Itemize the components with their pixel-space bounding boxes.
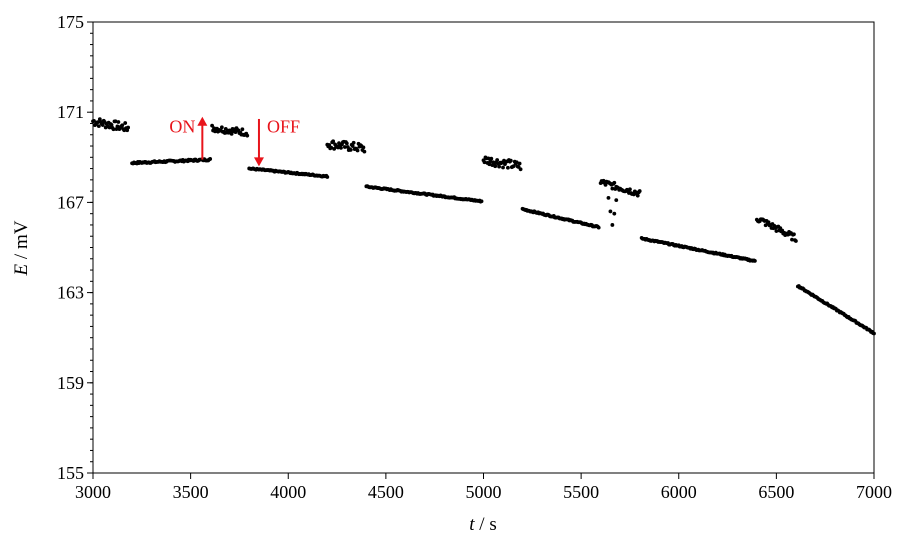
- data-point: [92, 118, 96, 123]
- x-tick-label: 3000: [75, 482, 111, 502]
- data-point: [331, 139, 336, 144]
- data-point: [790, 237, 794, 242]
- x-tick-label: 6000: [661, 482, 697, 502]
- y-tick-label: 167: [57, 192, 84, 212]
- data-point: [479, 199, 484, 204]
- data-points: [91, 117, 876, 336]
- annotation-arrow-head: [197, 116, 208, 126]
- data-point: [495, 158, 500, 162]
- data-point: [245, 133, 250, 138]
- data-point: [107, 125, 112, 130]
- data-point: [506, 165, 510, 170]
- data-point: [610, 186, 615, 191]
- y-tick-label: 163: [57, 283, 84, 303]
- data-point: [612, 180, 617, 185]
- annotation-label-off: OFF: [267, 116, 300, 136]
- data-point: [327, 143, 332, 147]
- data-point: [126, 125, 131, 130]
- data-point: [752, 259, 757, 263]
- y-axis-var: E: [11, 263, 32, 276]
- data-point: [355, 148, 360, 153]
- y-minor-ticks: [90, 21, 93, 474]
- data-point: [229, 131, 234, 136]
- data-point: [497, 164, 502, 169]
- x-tick-label: 4500: [368, 482, 404, 502]
- data-point: [610, 223, 615, 227]
- data-point: [493, 164, 498, 169]
- x-tick-label: 5500: [563, 482, 599, 502]
- data-point: [111, 127, 116, 132]
- data-point: [329, 145, 334, 150]
- data-point: [100, 123, 105, 127]
- data-point: [612, 211, 617, 216]
- data-point: [325, 175, 330, 179]
- data-point: [596, 225, 601, 230]
- data-point: [348, 148, 353, 152]
- data-point: [219, 125, 224, 130]
- data-point: [606, 195, 611, 200]
- data-point: [614, 198, 619, 203]
- data-point: [240, 127, 245, 132]
- annotation-label-on: ON: [169, 116, 195, 136]
- data-point: [872, 331, 876, 336]
- plot-area: [92, 21, 875, 474]
- data-point: [339, 145, 343, 150]
- x-tick-label: 3500: [173, 482, 209, 502]
- y-tick-label: 155: [57, 463, 84, 483]
- y-tick-label: 159: [57, 373, 84, 393]
- data-point: [608, 209, 613, 214]
- data-point: [361, 145, 366, 150]
- x-tick-label: 7000: [856, 482, 892, 502]
- data-point: [501, 165, 505, 170]
- data-point: [115, 124, 120, 129]
- data-point: [489, 156, 494, 161]
- data-point: [350, 144, 355, 148]
- data-point: [344, 141, 349, 146]
- data-point: [518, 167, 523, 172]
- x-axis-var: t: [469, 514, 475, 535]
- data-point: [210, 123, 215, 128]
- data-point: [766, 220, 771, 225]
- annotation-arrow-head: [253, 157, 264, 167]
- data-point: [123, 121, 128, 125]
- data-point: [508, 158, 513, 163]
- data-point: [109, 123, 114, 127]
- major-ticks: [87, 21, 875, 479]
- x-tick-label: 6500: [758, 482, 794, 502]
- data-point: [486, 156, 491, 161]
- data-point: [487, 162, 492, 167]
- data-point: [794, 239, 798, 243]
- data-point: [351, 140, 356, 145]
- data-point: [514, 160, 519, 165]
- x-tick-label: 5000: [466, 482, 502, 502]
- x-tick-label: 4000: [270, 482, 306, 502]
- data-point: [637, 189, 642, 193]
- data-point: [120, 123, 125, 128]
- annotations: ON OFF: [169, 116, 300, 167]
- data-point: [96, 124, 101, 129]
- data-point: [774, 229, 779, 233]
- data-point: [113, 119, 118, 124]
- data-point: [95, 120, 100, 125]
- data-point: [628, 187, 632, 192]
- x-axis-unit: / s: [475, 514, 497, 535]
- data-point: [116, 120, 121, 124]
- tick-labels: 155 159 163 167 171 175 3000 3500 4000 4500 5000 55…: [57, 12, 892, 502]
- data-point: [342, 145, 347, 149]
- y-tick-label: 175: [57, 12, 84, 32]
- y-axis-title: E / mV: [11, 220, 32, 276]
- data-point: [635, 193, 640, 198]
- y-axis-unit: / mV: [11, 220, 32, 264]
- y-tick-label: 171: [57, 102, 84, 122]
- data-point: [362, 149, 367, 154]
- data-point: [792, 232, 796, 237]
- x-axis-title: t / s: [469, 514, 496, 535]
- data-point: [517, 161, 522, 166]
- data-point: [208, 157, 213, 161]
- data-point: [482, 160, 487, 165]
